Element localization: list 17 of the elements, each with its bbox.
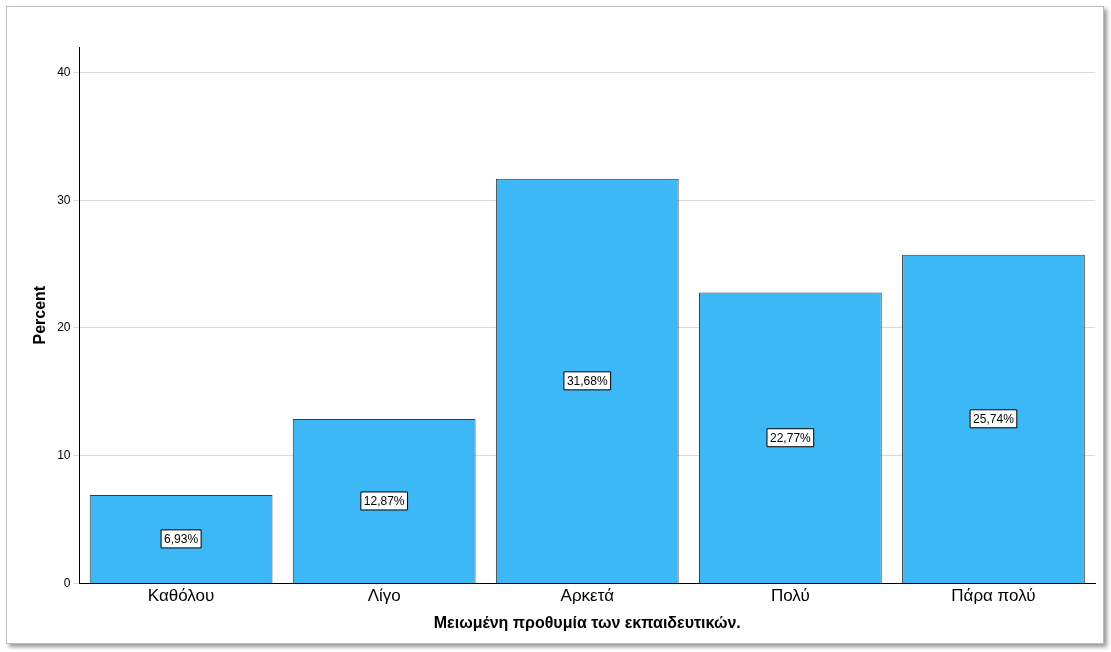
x-tick-label: Πολύ <box>770 586 810 606</box>
data-label: 6,93% <box>164 532 199 547</box>
y-tick-label: 30 <box>57 192 71 207</box>
x-tick-label: Πάρα πολύ <box>951 586 1036 606</box>
y-tick-label: 10 <box>57 448 71 462</box>
data-label: 22,77% <box>770 431 812 446</box>
x-tick-label: Καθόλου <box>147 586 215 606</box>
data-label: 25,74% <box>973 412 1015 427</box>
data-label: 31,68% <box>566 374 608 389</box>
x-tick-label: Λίγο <box>367 586 401 606</box>
x-tick-label: Αρκετά <box>560 586 615 606</box>
y-tick-label: 0 <box>63 575 71 590</box>
data-label: 12,87% <box>363 494 405 509</box>
y-tick-label: 20 <box>57 320 71 335</box>
y-tick-label: 40 <box>57 64 71 79</box>
y-axis-title: Percent <box>31 285 49 345</box>
x-axis-title: Μειωμένη προθυμία των εκπαιδευτικών. <box>433 613 741 631</box>
